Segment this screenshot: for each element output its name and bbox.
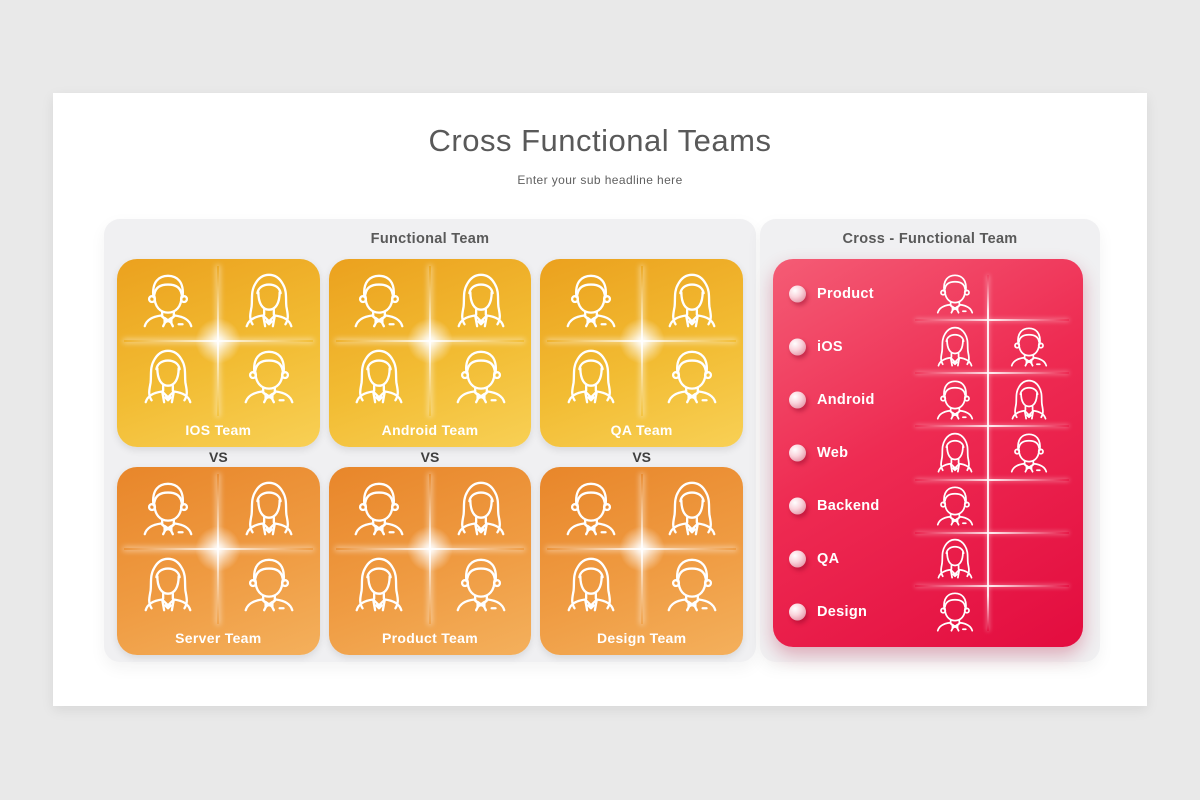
woman-avatar-icon [348,554,410,616]
woman-avatar-icon [932,324,978,370]
bullet-sphere-icon [789,444,806,462]
man-avatar-icon [238,554,300,616]
woman-avatar-icon [661,270,723,332]
functional-card-grid: IOS Team VS Server Team Android Team VS Produ… [117,259,744,655]
man-avatar-icon [661,554,723,616]
woman-avatar-icon [450,270,512,332]
man-avatar-icon [137,478,199,540]
team-card-design-team[interactable]: Design Team [540,467,744,655]
woman-avatar-icon [560,346,622,408]
row-divider [915,531,1069,534]
cross-panel-title: Cross - Functional Team [842,231,1018,247]
row-divider [915,478,1069,481]
man-avatar-icon [932,377,978,423]
cross-team-row-web[interactable]: Web [773,426,1083,481]
team-card-ios-team[interactable]: IOS Team [117,259,320,447]
cross-team-card[interactable]: Product iOS Android Web Backend QA Design [773,259,1083,647]
cross-team-row-backend[interactable]: Backend [773,480,1083,534]
cross-team-label: Web [817,444,849,461]
bullet-sphere-icon [789,391,806,409]
woman-avatar-icon [932,536,978,582]
man-avatar-icon [1006,430,1052,476]
woman-avatar-icon [450,478,512,540]
slide-header: Cross Functional Teams Enter your sub he… [53,123,1147,187]
bullet-sphere-icon [789,285,806,303]
team-card-label: Android Team [381,422,479,438]
functional-team-panel: Functional Team IOS Team VS Server Team And… [104,219,756,662]
team-card-label: IOS Team [185,422,252,438]
man-avatar-icon [560,478,622,540]
man-avatar-icon [450,346,512,408]
row-divider [915,372,1069,375]
slide-canvas: Cross Functional Teams Enter your sub he… [53,93,1147,706]
vs-label: VS [420,449,440,465]
man-avatar-icon [560,270,622,332]
cross-flare-glow [618,526,665,572]
man-avatar-icon [1006,324,1052,370]
cross-team-row-design[interactable]: Design [773,586,1083,639]
woman-avatar-icon [238,478,300,540]
bullet-sphere-icon [789,338,806,356]
team-card-qa-team[interactable]: QA Team [540,259,744,447]
row-divider [915,584,1069,587]
cross-flare-glow [618,318,665,364]
team-card-server-team[interactable]: Server Team [117,467,320,655]
cross-team-label: iOS [817,338,843,355]
cross-team-label: Product [817,285,874,302]
cross-flare-glow [407,526,453,572]
man-avatar-icon [932,271,978,317]
woman-avatar-icon [137,346,199,408]
functional-column: Android Team VS Product Team [328,259,532,655]
man-avatar-icon [932,589,978,635]
cross-flare-glow [407,318,453,364]
woman-avatar-icon [661,478,723,540]
man-avatar-icon [661,346,723,408]
cross-team-row-android[interactable]: Android [773,373,1083,428]
cross-team-row-ios[interactable]: iOS [773,320,1083,375]
woman-avatar-icon [560,554,622,616]
vs-label: VS [632,449,652,465]
vs-label: VS [208,449,228,465]
bullet-sphere-icon [789,497,806,515]
woman-avatar-icon [1006,377,1052,423]
man-avatar-icon [348,270,410,332]
team-card-label: QA Team [610,422,673,438]
man-avatar-icon [137,270,199,332]
team-card-android-team[interactable]: Android Team [328,259,532,447]
team-card-label: Product Team [382,630,478,646]
cross-team-row-product[interactable]: Product [773,267,1083,322]
cross-flare-glow [195,318,242,364]
vertical-divider [987,275,989,631]
woman-avatar-icon [348,346,410,408]
bullet-sphere-icon [789,550,806,568]
cross-functional-panel: Cross - Functional Team Product iOS Androi… [760,219,1100,662]
page-title: Cross Functional Teams [428,123,772,158]
row-divider [915,425,1069,428]
bullet-sphere-icon [789,603,806,621]
man-avatar-icon [932,483,978,529]
woman-avatar-icon [137,554,199,616]
cross-team-label: Backend [817,498,880,515]
row-divider [915,319,1069,322]
page-subtitle: Enter your sub headline here [517,173,683,187]
functional-column: QA Team VS Design Team [540,259,744,655]
cross-flare-glow [195,526,242,572]
cross-team-row-qa[interactable]: QA [773,533,1083,587]
team-card-label: Design Team [596,630,687,646]
man-avatar-icon [348,478,410,540]
man-avatar-icon [238,346,300,408]
team-card-label: Server Team [175,630,262,646]
cross-team-label: Design [817,604,868,621]
team-card-product-team[interactable]: Product Team [328,467,532,655]
man-avatar-icon [450,554,512,616]
woman-avatar-icon [932,430,978,476]
functional-column: IOS Team VS Server Team [117,259,320,655]
functional-panel-title: Functional Team [370,231,490,247]
cross-team-label: QA [817,551,840,568]
woman-avatar-icon [238,270,300,332]
cross-team-label: Android [817,391,875,408]
